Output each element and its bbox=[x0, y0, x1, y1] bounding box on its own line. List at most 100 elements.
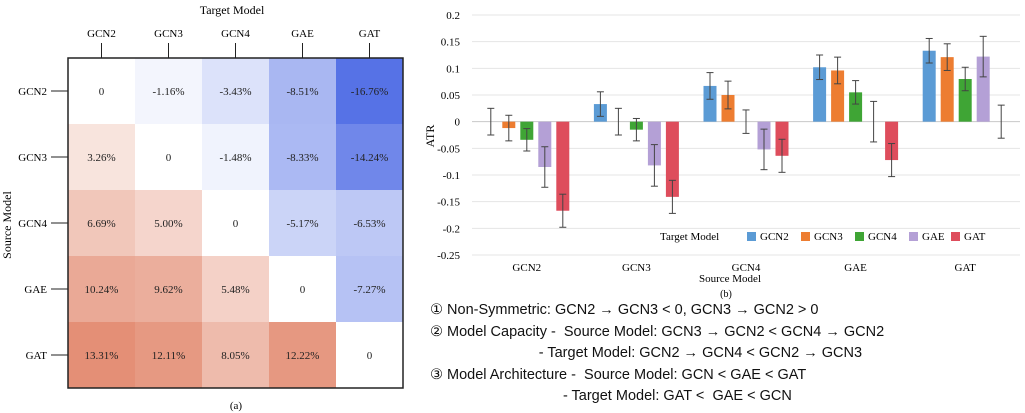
heatmap-cell-gat-gat bbox=[336, 322, 403, 388]
bar-y-tick-label: 0 bbox=[455, 117, 461, 129]
heatmap-cell-gcn4-gae bbox=[269, 190, 336, 256]
heatmap-cell-label: 6.69% bbox=[87, 218, 115, 230]
bar-gat-gcn2 bbox=[922, 50, 936, 122]
bar-y-tick-label: -0.2 bbox=[443, 223, 460, 235]
bar-x-tick-label: GAE bbox=[844, 262, 867, 274]
bar-x-tick-label: GCN3 bbox=[622, 262, 651, 274]
bar-gae-gcn3 bbox=[831, 70, 845, 122]
heatmap-cell-label: -16.76% bbox=[351, 86, 389, 98]
heatmap-cell-gae-gat bbox=[336, 256, 403, 322]
heatmap-cell-label: -7.27% bbox=[353, 284, 385, 296]
bar-gcn4-gcn2 bbox=[703, 85, 717, 122]
bar-y-tick-label: -0.15 bbox=[437, 197, 460, 209]
bar-y-tick-label: 0.2 bbox=[446, 10, 460, 22]
heatmap-cell-label: -1.16% bbox=[152, 86, 184, 98]
heatmap-cell-label: 5.00% bbox=[154, 218, 182, 230]
heatmap-cell-gcn3-gae bbox=[269, 124, 336, 190]
bar-x-tick-label: GCN4 bbox=[732, 262, 761, 274]
heatmap-cell-label: 10.24% bbox=[85, 284, 119, 296]
heatmap-cell-gcn2-gcn4 bbox=[202, 58, 269, 124]
heatmap-caption: (a) bbox=[230, 400, 243, 412]
heatmap-col-label: GAT bbox=[359, 28, 381, 40]
bar-gat-gae bbox=[976, 56, 990, 122]
heatmap-cell-label: 0 bbox=[166, 152, 172, 164]
heatmap-cell-label: -14.24% bbox=[351, 152, 389, 164]
heatmap-title: Target Model bbox=[200, 3, 265, 17]
heatmap-cell-label: -6.53% bbox=[353, 218, 385, 230]
heatmap-cell-gcn2-gae bbox=[269, 58, 336, 124]
bar-chart: ATR 0.2 0.15 0.1 0.05 0 -0.05 -0.1 -0.15 -0.2 -0.… bbox=[423, 10, 1020, 300]
findings-notes: ① Non-Symmetric: GCN2 → GCN3 < 0, GCN3 →… bbox=[430, 300, 1020, 408]
heatmap-cell-label: 12.11% bbox=[152, 350, 186, 362]
bar-x-tick-label: GAT bbox=[955, 262, 977, 274]
heatmap-cell-label: 0 bbox=[99, 86, 105, 98]
heatmap-cell-gae-gae bbox=[269, 256, 336, 322]
heatmap-cell-gat-gae bbox=[269, 322, 336, 388]
heatmap-cell-label: 0 bbox=[367, 350, 373, 362]
bar-gcn3-gae bbox=[647, 121, 661, 166]
bar-gae-gat bbox=[885, 121, 899, 161]
heatmap-row-label: GCN2 bbox=[18, 86, 47, 98]
heatmap-cell-gae-gcn4 bbox=[202, 256, 269, 322]
bar-legend-label: GCN2 bbox=[760, 231, 789, 243]
heatmap-row-label: GAE bbox=[24, 284, 47, 296]
bar-caption: (b) bbox=[720, 289, 732, 300]
bar-legend-swatch bbox=[747, 232, 756, 241]
bar-y-tick-label: -0.1 bbox=[443, 170, 460, 182]
bar-gcn3-gat bbox=[665, 121, 679, 197]
heatmap-cell-gcn4-gcn3 bbox=[135, 190, 202, 256]
heatmap-cell-gcn2-gcn3 bbox=[135, 58, 202, 124]
note-non-symmetric: ① Non-Symmetric: GCN2 → GCN3 < 0, GCN3 →… bbox=[430, 302, 819, 318]
heatmap-cell-gat-gcn2 bbox=[68, 322, 135, 388]
bar-legend-label: GCN4 bbox=[868, 231, 897, 243]
heatmap-cell-label: 9.62% bbox=[154, 284, 182, 296]
heatmap-cell-gcn2-gcn2 bbox=[68, 58, 135, 124]
bar-legend-swatch bbox=[909, 232, 918, 241]
heatmap-cell-gcn3-gat bbox=[336, 124, 403, 190]
bar-y-tick-label: -0.25 bbox=[437, 250, 460, 262]
bar-gat-gcn4 bbox=[958, 79, 972, 122]
bar-gae-gcn2 bbox=[813, 67, 827, 122]
note-capacity-source: ② Model Capacity - Source Model: GCN3 → … bbox=[430, 323, 885, 340]
bar-gcn2-gat bbox=[556, 121, 570, 211]
heatmap-cell-label: -5.17% bbox=[286, 218, 318, 230]
bar-legend-swatch bbox=[801, 232, 810, 241]
bar-gcn2-gae bbox=[538, 121, 552, 167]
bar-legend-swatch bbox=[951, 232, 960, 241]
heatmap-cell-label: -8.51% bbox=[286, 86, 318, 98]
heatmap-cell-label: 5.48% bbox=[221, 284, 249, 296]
heatmap-cell-label: -1.48% bbox=[219, 152, 251, 164]
bar-legend-swatch bbox=[855, 232, 864, 241]
heatmap-cell-gcn4-gcn2 bbox=[68, 190, 135, 256]
heatmap-col-label: GCN2 bbox=[87, 28, 116, 40]
heatmap-col-label: GCN4 bbox=[221, 28, 250, 40]
heatmap-cell-label: -8.33% bbox=[286, 152, 318, 164]
heatmap-cell-label: 12.22% bbox=[286, 350, 320, 362]
heatmap-chart: Target Model Source Model (a) 0 -1.16% -3.… bbox=[0, 3, 404, 412]
heatmap-cell-label: 13.31% bbox=[85, 350, 119, 362]
heatmap-cell-gae-gcn3 bbox=[135, 256, 202, 322]
bar-gat-gcn3 bbox=[940, 57, 954, 122]
bar-x-tick-label: GCN2 bbox=[512, 262, 541, 274]
heatmap-cell-gat-gcn4 bbox=[202, 322, 269, 388]
bar-x-axis-title: Source Model bbox=[699, 273, 761, 285]
heatmap-cell-gcn3-gcn2 bbox=[68, 124, 135, 190]
heatmap-cell-label: 8.05% bbox=[221, 350, 249, 362]
bar-y-tick-label: 0.15 bbox=[441, 37, 461, 49]
heatmap-col-label: GAE bbox=[291, 28, 314, 40]
heatmap-cell-gcn4-gcn4 bbox=[202, 190, 269, 256]
note-capacity-target: - Target Model: GCN2 → GCN4 < GCN2 → GCN… bbox=[430, 345, 863, 361]
bar-legend-title: Target Model bbox=[660, 231, 719, 243]
heatmap-cell-gcn2-gat bbox=[336, 58, 403, 124]
heatmap-y-title: Source Model bbox=[0, 191, 14, 259]
bar-y-tick-label: 0.1 bbox=[446, 63, 460, 75]
bar-legend-label: GAE bbox=[922, 231, 945, 243]
bar-legend-label: GAT bbox=[964, 231, 986, 243]
heatmap-cell-label: 0 bbox=[300, 284, 306, 296]
heatmap-cell-label: -3.43% bbox=[219, 86, 251, 98]
heatmap-cell-gcn3-gcn3 bbox=[135, 124, 202, 190]
heatmap-cell-gcn3-gcn4 bbox=[202, 124, 269, 190]
bar-gae-gcn4 bbox=[849, 92, 863, 122]
bar-gcn4-gat bbox=[775, 121, 789, 156]
bar-y-tick-label: 0.05 bbox=[441, 90, 461, 102]
